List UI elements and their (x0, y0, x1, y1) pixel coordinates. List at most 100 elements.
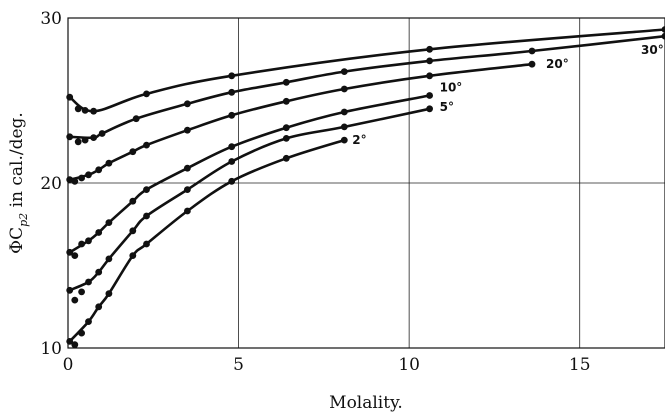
curve-label: 20° (546, 57, 569, 71)
data-point (105, 290, 113, 297)
data-point (143, 90, 150, 98)
x-tick-label: 10 (398, 355, 420, 375)
series-line (69, 62, 533, 181)
data-point (528, 60, 536, 68)
data-point (74, 105, 82, 113)
data-point (426, 72, 433, 80)
x-axis-label: Molality. (329, 393, 403, 412)
x-tick-label: 5 (233, 355, 244, 375)
y-axis-label-rest: in cal./deg. (7, 112, 27, 213)
data-point (85, 318, 92, 325)
series-line (69, 107, 430, 292)
data-point (66, 176, 74, 184)
series-line (68, 138, 345, 343)
series-40deg (66, 26, 665, 115)
data-point (74, 138, 82, 146)
data-point (143, 186, 150, 194)
data-point (129, 148, 137, 156)
series-line (68, 28, 665, 113)
data-point (129, 252, 137, 259)
curve-label: 30° (641, 43, 664, 57)
y-tick-label: 30 (40, 9, 62, 29)
data-point (282, 135, 290, 142)
data-point (143, 240, 150, 248)
data-point (90, 134, 97, 142)
y-axis-label-sub: p2 (17, 213, 30, 227)
data-point (184, 207, 191, 215)
data-point (129, 227, 137, 235)
series-layer (66, 26, 665, 349)
data-point (81, 136, 89, 144)
data-point (66, 286, 74, 294)
data-point (340, 68, 348, 75)
data-point (81, 107, 89, 114)
data-point (426, 92, 433, 99)
curve-label: 10° (440, 81, 463, 95)
data-point (282, 124, 290, 132)
data-point (228, 111, 236, 119)
data-point (282, 78, 290, 86)
data-point (85, 278, 92, 286)
data-point (184, 126, 191, 134)
data-point (95, 268, 103, 276)
y-tick-label: 20 (40, 174, 62, 194)
data-point (426, 45, 433, 53)
y-tick-label: 10 (40, 339, 62, 359)
data-point (95, 229, 103, 236)
series-5deg (66, 105, 433, 304)
data-point (528, 47, 536, 55)
data-point (426, 105, 433, 113)
data-point (282, 154, 290, 162)
data-point (661, 26, 665, 33)
data-point (129, 197, 137, 205)
data-point (66, 93, 74, 101)
series-10deg (66, 92, 433, 259)
data-point (71, 177, 79, 185)
data-point (340, 108, 348, 116)
data-point (95, 303, 103, 311)
x-tick-label: 0 (63, 355, 74, 375)
data-point (340, 123, 348, 131)
x-tick-label: 15 (569, 355, 591, 375)
data-point (228, 143, 236, 151)
data-point (71, 252, 79, 259)
data-point (282, 97, 290, 105)
data-point (105, 219, 113, 227)
data-point (426, 57, 433, 65)
data-point (184, 186, 191, 194)
data-point (90, 107, 97, 115)
plot-frame (67, 17, 665, 349)
curve-labels: 40°30°20°10°5°2° (352, 43, 664, 147)
y-axis-label: ΦCp2 in cal./deg. (7, 112, 30, 254)
y-axis-label-main: ΦC (7, 227, 27, 254)
grid-lines (68, 18, 665, 348)
data-point (143, 212, 150, 220)
data-point (66, 338, 74, 345)
series-30deg (66, 32, 665, 146)
tick-labels: 0 5 10 15 10 20 30 (40, 9, 590, 375)
data-point (78, 329, 85, 337)
data-point (661, 32, 665, 40)
data-point (66, 133, 74, 141)
data-point (85, 171, 92, 179)
curve-label: 5° (440, 100, 454, 114)
data-point (78, 174, 85, 182)
data-point (78, 288, 85, 296)
data-point (184, 164, 191, 172)
curve-label: 2° (352, 133, 366, 147)
series-20deg (66, 60, 536, 185)
data-point (105, 255, 113, 263)
data-point (71, 296, 79, 304)
data-point (228, 177, 236, 185)
data-point (66, 248, 74, 256)
data-point (228, 88, 236, 96)
data-point (71, 341, 79, 349)
data-point (105, 159, 113, 167)
data-point (78, 240, 85, 248)
data-point (228, 158, 236, 165)
data-point (340, 85, 348, 93)
data-point (132, 115, 140, 123)
data-point (85, 237, 92, 245)
data-point (184, 100, 191, 108)
